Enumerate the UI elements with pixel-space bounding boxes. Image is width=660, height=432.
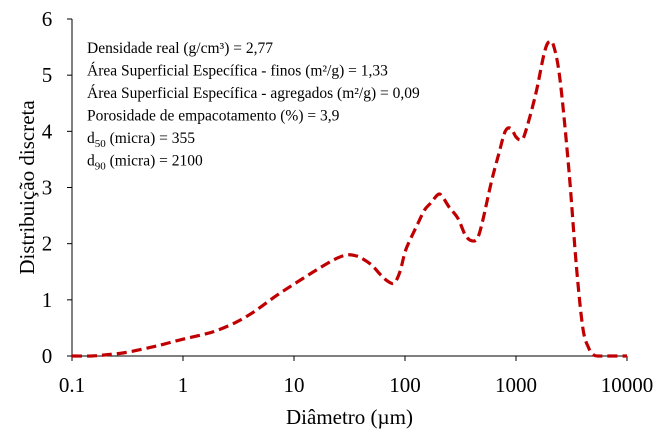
y-tick-label: 6 bbox=[42, 7, 53, 31]
annotation-block: Densidade real (g/cm³) = 2,77 Área Superf… bbox=[87, 40, 420, 173]
annotation-line: Área Superficial Específica - agregados … bbox=[87, 85, 420, 102]
distribution-curve bbox=[71, 39, 627, 358]
y-axis-ticks: 0 1 2 3 4 5 6 bbox=[42, 7, 72, 368]
y-tick-label: 5 bbox=[42, 63, 53, 87]
x-axis-title: Diâmetro (µm) bbox=[286, 405, 413, 429]
annotation-line: Densidade real (g/cm³) = 2,77 bbox=[87, 40, 273, 57]
y-tick-label: 0 bbox=[42, 344, 53, 368]
x-tick-label: 10000 bbox=[601, 373, 654, 397]
x-tick-label: 0.1 bbox=[59, 373, 85, 397]
y-tick-label: 2 bbox=[42, 232, 53, 256]
y-tick-label: 4 bbox=[42, 119, 53, 143]
y-axis-title: Distribuição discreta bbox=[15, 100, 39, 275]
x-axis-ticks: 0.1 1 10 100 1000 10000 bbox=[59, 356, 653, 397]
annotation-line: Área Superficial Específica - finos (m²/… bbox=[87, 63, 388, 80]
x-tick-label: 10 bbox=[284, 373, 305, 397]
annotation-line: Porosidade de empacotamento (%) = 3,9 bbox=[87, 108, 340, 125]
x-tick-label: 100 bbox=[389, 373, 421, 397]
x-tick-label: 1 bbox=[178, 373, 189, 397]
annotation-line: d90 (micra) = 2100 bbox=[87, 153, 203, 173]
annotation-line: d50 (micra) = 355 bbox=[87, 130, 195, 150]
y-tick-label: 1 bbox=[42, 288, 53, 312]
y-tick-label: 3 bbox=[42, 176, 53, 200]
x-tick-label: 1000 bbox=[495, 373, 537, 397]
